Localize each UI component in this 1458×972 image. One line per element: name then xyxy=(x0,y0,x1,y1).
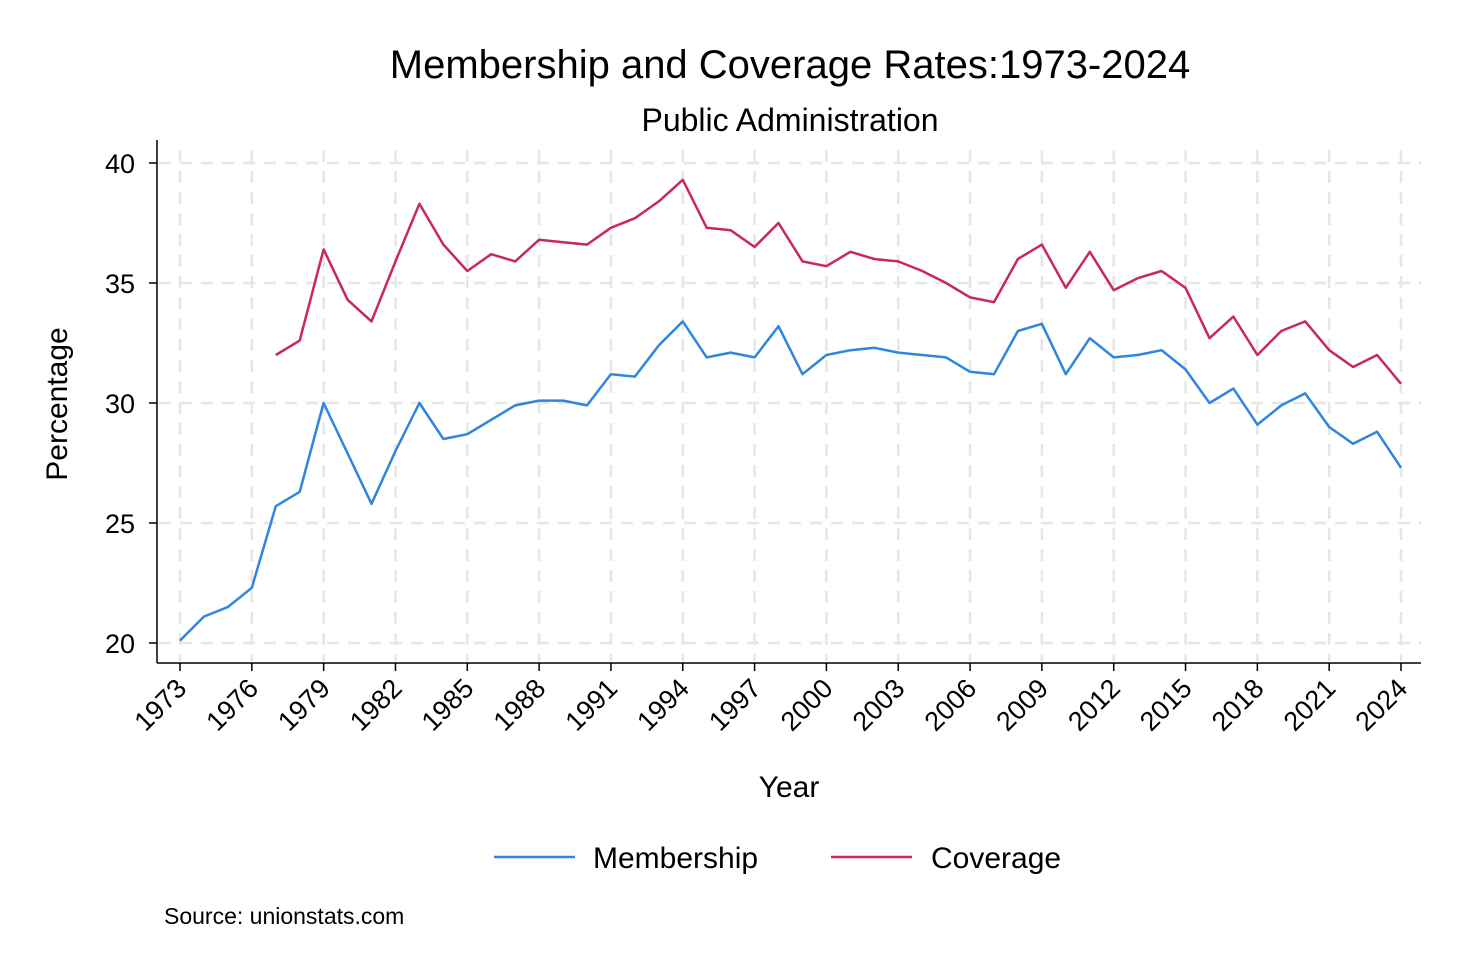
series-lines xyxy=(179,178,1403,642)
x-tick-label: 2006 xyxy=(919,673,983,737)
x-tick-label: 2015 xyxy=(1134,673,1198,737)
x-tick-label: 1985 xyxy=(416,673,480,737)
x-axis-ticks: 1973 1976 1979 1982 1985 1988 1991 1994 1997 2000… xyxy=(129,663,1414,737)
x-tick-label: 1997 xyxy=(703,673,767,737)
x-tick-label: 1979 xyxy=(272,673,336,737)
y-tick-label: 20 xyxy=(105,629,135,659)
x-tick-label: 2003 xyxy=(847,673,911,737)
legend-label-membership: Membership xyxy=(593,842,758,875)
x-tick-label: 1988 xyxy=(488,673,552,737)
x-tick-label: 2012 xyxy=(1062,673,1126,737)
x-tick-label: 1982 xyxy=(344,673,408,737)
legend: Membership Coverage xyxy=(494,842,1061,875)
chart-subtitle: Public Administration xyxy=(641,102,938,138)
x-tick-label: 2000 xyxy=(775,673,839,737)
x-tick-label: 1976 xyxy=(200,673,264,737)
x-tick-label: 2024 xyxy=(1350,673,1414,737)
series-coverage-line xyxy=(275,178,1402,385)
y-tick-label: 40 xyxy=(105,149,135,179)
y-tick-label: 25 xyxy=(105,509,135,539)
chart-title: Membership and Coverage Rates:1973-2024 xyxy=(390,43,1191,87)
x-tick-label: 1973 xyxy=(129,673,193,737)
series-membership-line xyxy=(179,320,1403,642)
x-axis-title: Year xyxy=(759,771,820,804)
y-tick-label: 35 xyxy=(105,269,135,299)
x-tick-label: 1991 xyxy=(559,673,623,737)
gridlines xyxy=(159,150,1421,661)
x-tick-label: 2021 xyxy=(1278,673,1342,737)
source-note: Source: unionstats.com xyxy=(164,903,404,929)
y-axis-title: Percentage xyxy=(41,327,74,480)
x-tick-label: 2009 xyxy=(990,673,1054,737)
y-tick-label: 30 xyxy=(105,389,135,419)
y-axis-ticks: 20 25 30 35 40 xyxy=(105,149,157,659)
x-tick-label: 1994 xyxy=(631,673,695,737)
legend-label-coverage: Coverage xyxy=(931,842,1061,875)
x-tick-label: 2018 xyxy=(1206,673,1270,737)
